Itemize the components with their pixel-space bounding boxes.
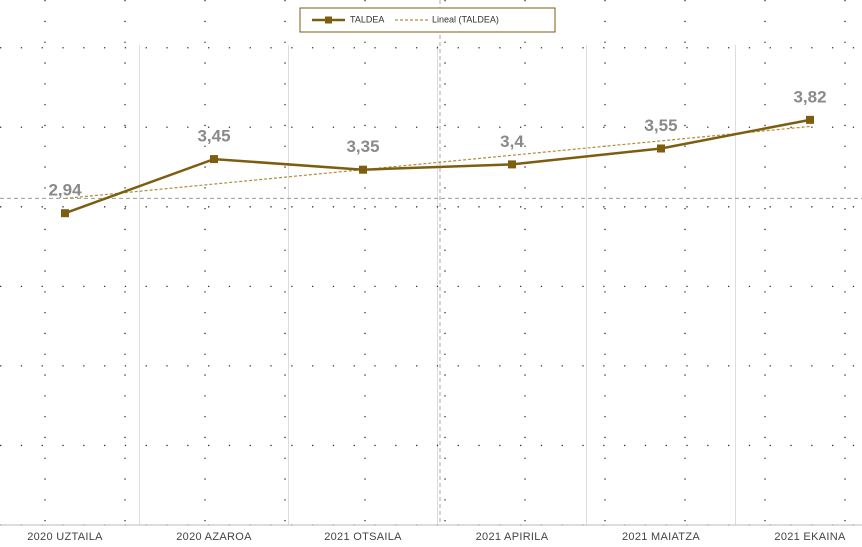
- x-tick-label: 2020 AZAROA: [176, 531, 252, 543]
- value-label: 3,45: [197, 127, 230, 146]
- legend-label: TALDEA: [350, 14, 384, 24]
- x-tick-label: 2021 OTSAILA: [324, 531, 402, 543]
- point: [806, 115, 814, 124]
- point: [657, 144, 665, 153]
- value-label: 2,94: [48, 181, 82, 200]
- point: [359, 165, 367, 174]
- x-tick-label: 2020 UZTAILA: [27, 531, 103, 543]
- decor: [44, 0, 846, 525]
- point: [61, 209, 69, 218]
- value-label: 3,82: [793, 87, 826, 106]
- x-tick-label: 2021 APIRILA: [476, 531, 549, 543]
- series-line: [64, 118, 811, 215]
- point: [210, 155, 218, 164]
- value-label: 3,4: [500, 132, 524, 151]
- x-tick-label: 2021 EKAINA: [774, 531, 846, 543]
- value-label: 3,35: [346, 137, 379, 156]
- legend-label: Lineal (TALDEA): [432, 14, 499, 24]
- x-tick-label: 2021 MAIATZA: [622, 531, 700, 543]
- legend-marker: [325, 16, 332, 24]
- point: [508, 160, 516, 169]
- value-label: 3,55: [644, 116, 677, 135]
